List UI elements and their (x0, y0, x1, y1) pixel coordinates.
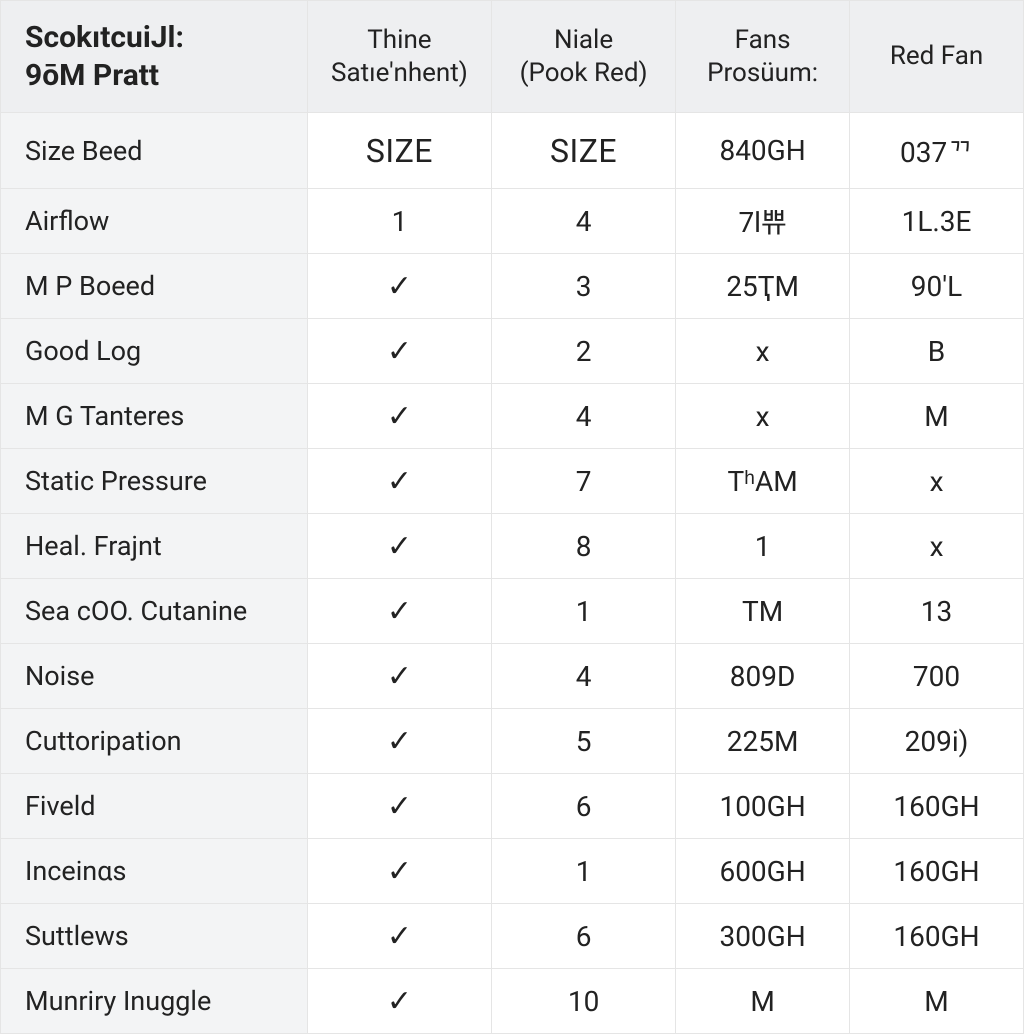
col-header-2: Niale(Pook Red) (492, 1, 676, 113)
cell: 90'L (850, 254, 1024, 319)
table-row: Size BeedSIZESIZE840GH037ᄁ (1, 113, 1024, 189)
cell: SIZE (307, 113, 491, 189)
table-row: Heal. Frajnt✓81x (1, 514, 1024, 579)
cell: 600GH (676, 839, 850, 904)
cell: M (850, 384, 1024, 449)
cell: x (676, 384, 850, 449)
row-label: M P Boeed (1, 254, 308, 319)
table-row: Fiveld✓6100GH160GH (1, 774, 1024, 839)
cell: 3 (492, 254, 676, 319)
cell: 300GH (676, 904, 850, 969)
cell: ✓ (307, 644, 491, 709)
cell: x (676, 319, 850, 384)
cell: 160GH (850, 839, 1024, 904)
col-header-0: ScokıtcuiJl:9ōM Pratt (1, 1, 308, 113)
table-row: Inceinαs✓1600GH160GH (1, 839, 1024, 904)
cell: ✓ (307, 774, 491, 839)
row-label: Good Log (1, 319, 308, 384)
row-label: Cuttoripation (1, 709, 308, 774)
cell: 809D (676, 644, 850, 709)
table-row: Suttlews✓6300GH160GH (1, 904, 1024, 969)
table-row: Sea cOO. Cutanine✓1TM13 (1, 579, 1024, 644)
cell: 1 (492, 839, 676, 904)
cell: 1 (307, 189, 491, 254)
cell: 700 (850, 644, 1024, 709)
table-row: M G Tanteres✓4xM (1, 384, 1024, 449)
table-row: Good Log✓2xB (1, 319, 1024, 384)
col-header-1: ThineSatıe'nhent) (307, 1, 491, 113)
cell: ✓ (307, 904, 491, 969)
col-header-4: Red Fan (850, 1, 1024, 113)
table-header-row: ScokıtcuiJl:9ōM Pratt ThineSatıe'nhent) … (1, 1, 1024, 113)
cell: 6 (492, 904, 676, 969)
row-label: Fiveld (1, 774, 308, 839)
table-row: M P Boeed✓325ҬM90'L (1, 254, 1024, 319)
cell: 209i) (850, 709, 1024, 774)
cell: ✓ (307, 384, 491, 449)
row-label: Heal. Frajnt (1, 514, 308, 579)
table-row: Cuttoripation✓5225M209i) (1, 709, 1024, 774)
col-header-3: FansProsüum: (676, 1, 850, 113)
cell: 4 (492, 189, 676, 254)
comparison-table: ScokıtcuiJl:9ōM Pratt ThineSatıe'nhent) … (0, 0, 1024, 1034)
row-label: Suttlews (1, 904, 308, 969)
cell: 1 (676, 514, 850, 579)
cell: 25ҬM (676, 254, 850, 319)
row-label: Sea cOO. Cutanine (1, 579, 308, 644)
row-label: Airflow (1, 189, 308, 254)
cell: 5 (492, 709, 676, 774)
cell: 13 (850, 579, 1024, 644)
cell: ✓ (307, 319, 491, 384)
cell: 160GH (850, 774, 1024, 839)
cell: 7l쀼 (676, 189, 850, 254)
cell: ✓ (307, 839, 491, 904)
cell: TM (676, 579, 850, 644)
table-row: Static Pressure✓7TʰAMx (1, 449, 1024, 514)
row-label: Static Pressure (1, 449, 308, 514)
cell: 1 (492, 579, 676, 644)
cell: ✓ (307, 254, 491, 319)
cell: x (850, 449, 1024, 514)
cell: B (850, 319, 1024, 384)
cell: 225M (676, 709, 850, 774)
cell: ✓ (307, 579, 491, 644)
cell: SIZE (492, 113, 676, 189)
cell: 2 (492, 319, 676, 384)
table-body: Size BeedSIZESIZE840GH037ᄁAirflow147l쀼1L… (1, 113, 1024, 1034)
cell: 1L.3E (850, 189, 1024, 254)
cell: 840GH (676, 113, 850, 189)
cell: 4 (492, 384, 676, 449)
cell: 8 (492, 514, 676, 579)
table-row: Airflow147l쀼1L.3E (1, 189, 1024, 254)
row-label: Inceinαs (1, 839, 308, 904)
row-label: Size Beed (1, 113, 308, 189)
cell: x (850, 514, 1024, 579)
cell: 037ᄁ (850, 113, 1024, 189)
cell: 6 (492, 774, 676, 839)
row-label: Noise (1, 644, 308, 709)
cell: 160GH (850, 904, 1024, 969)
cell: 7 (492, 449, 676, 514)
cell: TʰAM (676, 449, 850, 514)
cell: ✓ (307, 514, 491, 579)
cell: ✓ (307, 449, 491, 514)
cell: 100GH (676, 774, 850, 839)
row-label: M G Tanteres (1, 384, 308, 449)
cell: ✓ (307, 709, 491, 774)
cell: 4 (492, 644, 676, 709)
table-row: Noise✓4809D700 (1, 644, 1024, 709)
